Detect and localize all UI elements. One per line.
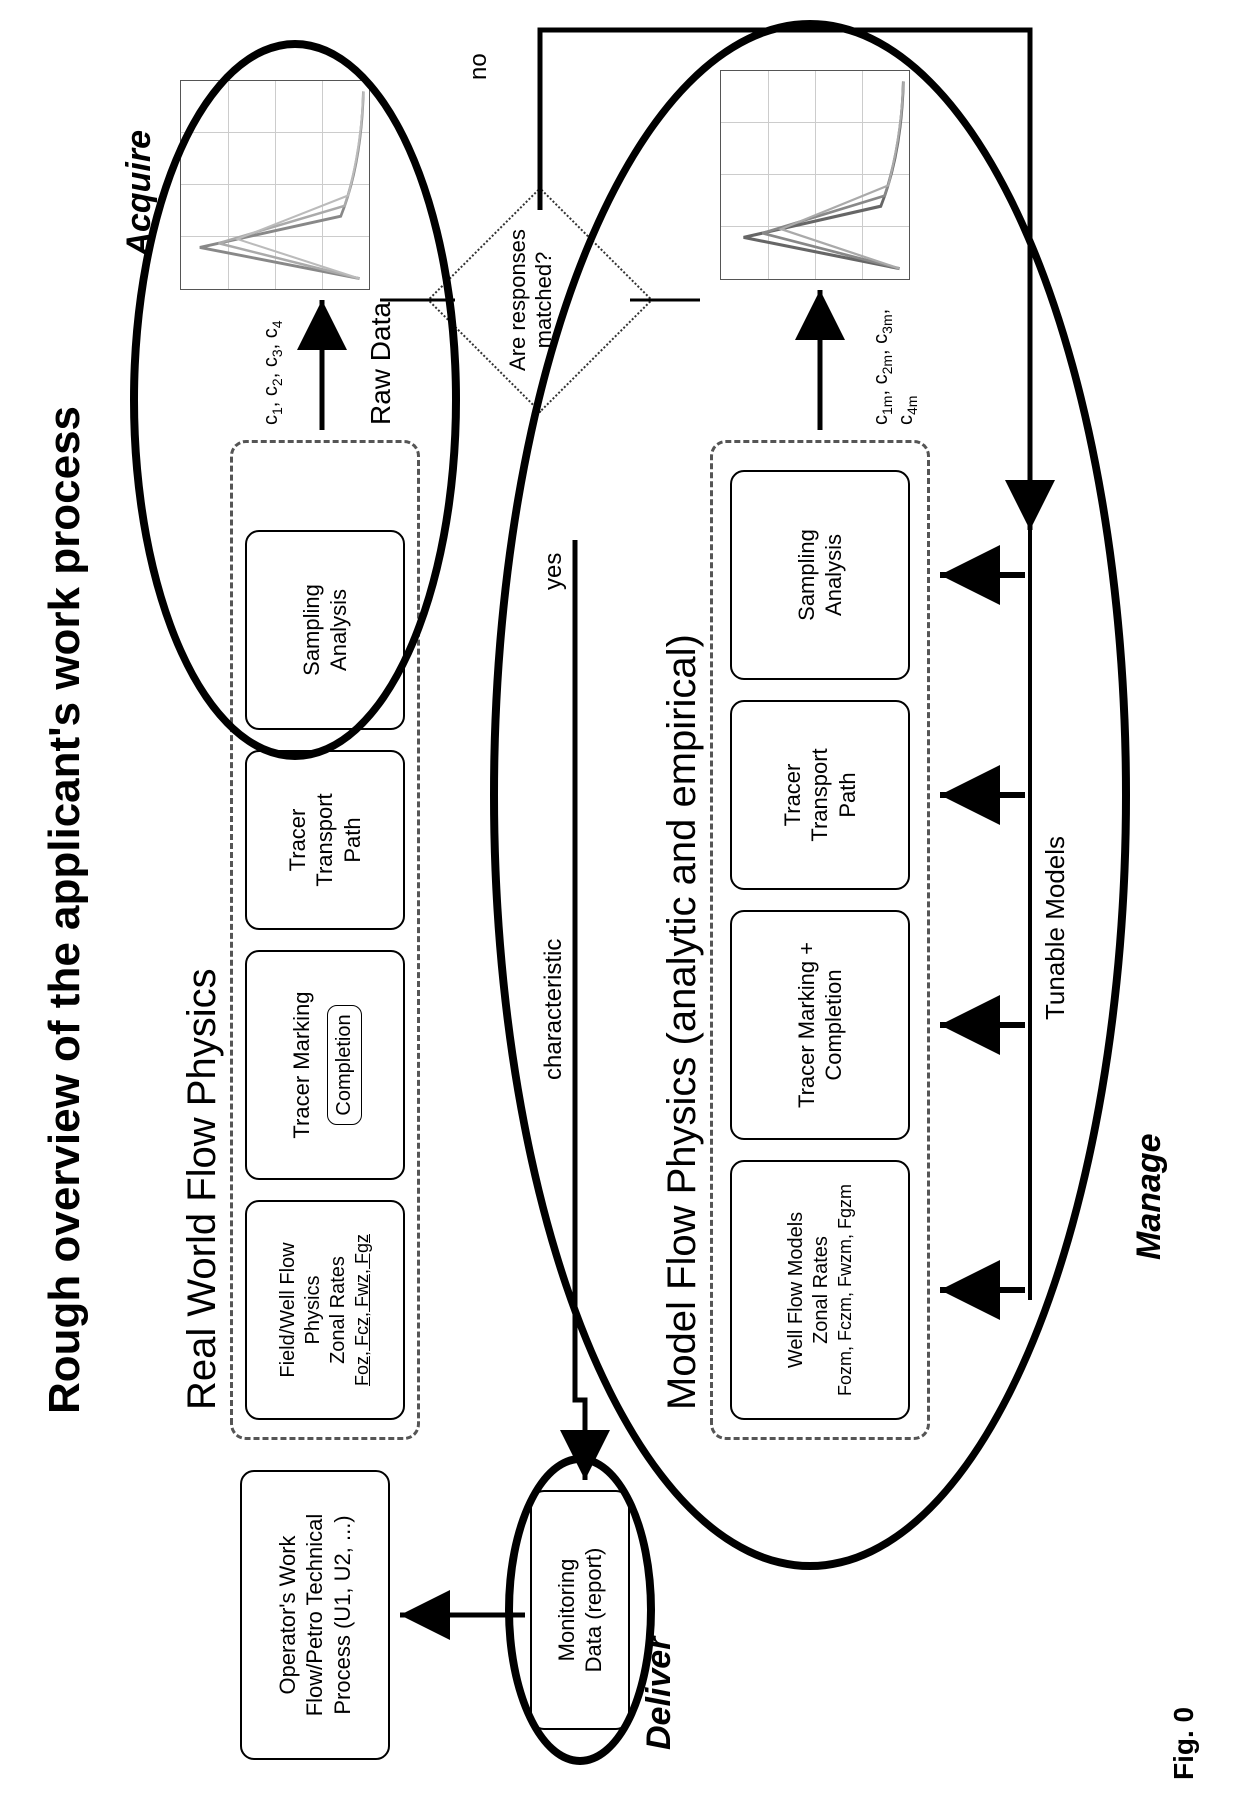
ellipse-manage xyxy=(490,20,1130,1570)
box-operator: Operator's Work Flow/Petro Technical Pro… xyxy=(240,1470,390,1760)
tracer-marking-label: Tracer Marking xyxy=(288,991,316,1138)
diamond-l1: Are responses xyxy=(505,200,531,400)
figure-label: Fig. 0 xyxy=(1168,1707,1200,1780)
box-field-physics: Field/Well Flow Physics Zonal Rates Foz,… xyxy=(245,1200,405,1420)
operator-line1: Operator's Work xyxy=(274,1535,302,1694)
ttp-l3: Path xyxy=(339,817,367,862)
label-real-world: Real World Flow Physics xyxy=(180,968,225,1410)
label-manage: Manage xyxy=(1130,1133,1169,1260)
page-title: Rough overview of the applicant's work p… xyxy=(40,0,90,1820)
label-no: no xyxy=(465,53,493,80)
completion-subbox: Completion xyxy=(327,1005,362,1124)
box-tracer-transport-top: Tracer Transport Path xyxy=(245,750,405,930)
ttp-l1: Tracer xyxy=(284,809,312,872)
ellipse-deliver xyxy=(505,1455,655,1765)
ttp-l2: Transport xyxy=(311,793,339,886)
operator-line3: Process (U1, U2, ...) xyxy=(329,1515,357,1714)
field-l4: Foz, Fcz, Fwz, Fgz xyxy=(351,1234,374,1386)
operator-line2: Flow/Petro Technical xyxy=(301,1514,329,1717)
box-tracer-marking: Tracer Marking Completion xyxy=(245,950,405,1180)
ellipse-acquire xyxy=(130,40,460,760)
field-l2: Physics xyxy=(301,1276,326,1345)
diagram-stage: Rough overview of the applicant's work p… xyxy=(0,0,1240,1820)
field-l1: Field/Well Flow xyxy=(276,1242,301,1377)
field-l3: Zonal Rates xyxy=(326,1256,351,1364)
